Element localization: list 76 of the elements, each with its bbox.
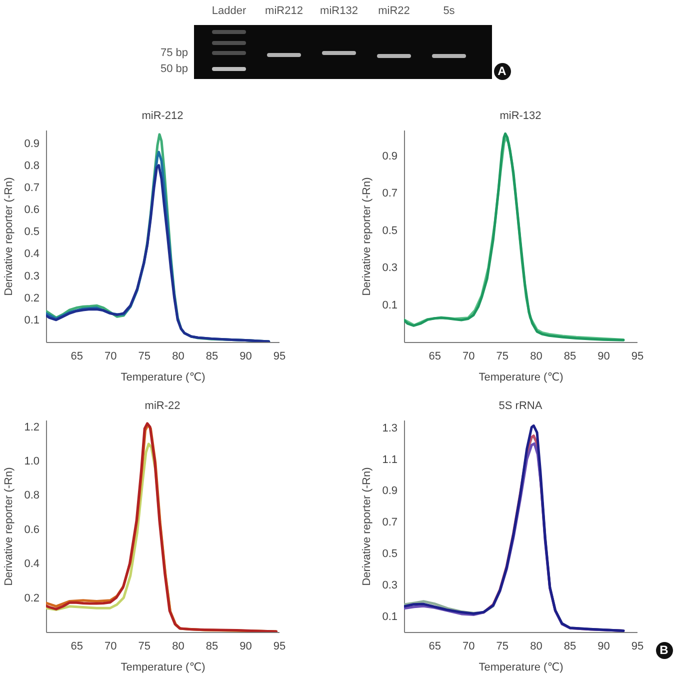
y-tick-label: 0.7 [382, 188, 398, 200]
y-tick-label: 0.7 [382, 516, 398, 529]
category-label: 75 bp [160, 46, 188, 58]
y-tick-label: 0.2 [24, 592, 40, 604]
category-label: 50 bp [160, 62, 188, 74]
y-tick-label: 1.2 [24, 421, 40, 434]
x-axis-title: Temperature (℃) [478, 372, 564, 384]
y-tick-label: 0.4 [24, 248, 40, 260]
y-tick-label: 0.9 [382, 485, 398, 498]
y-tick-label: 0.5 [382, 548, 398, 560]
x-tick-label: 90 [598, 640, 610, 652]
y-axis-title: Derivative reporter (-Rn) [361, 177, 374, 296]
x-tick-label: 85 [206, 350, 218, 362]
x-tick-label: 70 [104, 350, 117, 362]
x-tick-label: 95 [273, 350, 286, 362]
y-tick-label: 0.1 [382, 299, 398, 312]
y-tick-label: 0.9 [382, 150, 398, 163]
category-label: miR212 [265, 5, 303, 18]
x-tick-label: 90 [240, 350, 252, 362]
x-tick-label: 75 [138, 350, 151, 362]
x-tick-label: 75 [138, 640, 151, 652]
x-axis-title: Temperature (℃) [120, 662, 206, 674]
category-label: miR22 [378, 5, 410, 18]
y-axis-title: Derivative reporter (-Rn) [361, 467, 374, 586]
x-tick-label: 65 [70, 640, 84, 652]
x-tick-label: 65 [428, 640, 442, 652]
y-tick-label: 0.2 [24, 292, 40, 304]
y-tick-label: 0.1 [382, 610, 398, 623]
y-tick-label: 0.7 [24, 182, 40, 194]
y-tick-label: 0.9 [24, 138, 40, 150]
y-tick-label: 0.3 [382, 579, 398, 592]
x-tick-label: 65 [70, 350, 84, 362]
x-tick-label: 85 [564, 350, 576, 362]
x-axis-title: Temperature (℃) [120, 372, 206, 384]
x-tick-label: 80 [530, 640, 542, 652]
y-tick-label: 0.8 [24, 160, 40, 172]
x-tick-label: 95 [273, 640, 286, 652]
chart-title: 5S rRNA [498, 400, 543, 412]
y-tick-label: 0.5 [382, 224, 398, 237]
x-tick-label: 85 [206, 640, 218, 652]
text: A [494, 62, 510, 80]
chart-title: miR-22 [144, 400, 180, 412]
text: B [656, 642, 672, 658]
x-tick-label: 75 [496, 640, 509, 652]
y-tick-label: 0.6 [24, 204, 40, 216]
x-tick-label: 70 [462, 640, 475, 652]
x-tick-label: 70 [104, 640, 117, 652]
y-tick-label: 0.1 [24, 314, 40, 326]
y-tick-label: 0.5 [24, 226, 40, 238]
x-tick-label: 95 [631, 640, 644, 652]
y-tick-label: 0.8 [24, 490, 40, 502]
y-tick-label: 1.3 [382, 422, 398, 434]
y-tick-label: 0.4 [24, 558, 40, 570]
y-tick-label: 0.6 [24, 524, 40, 536]
x-tick-label: 75 [496, 350, 509, 362]
x-tick-label: 90 [598, 350, 610, 362]
category-label: 5s [443, 5, 455, 18]
chart-title: miR-132 [500, 110, 542, 122]
x-tick-label: 80 [172, 640, 184, 652]
x-tick-label: 80 [172, 350, 184, 362]
x-tick-label: 70 [462, 350, 475, 362]
y-axis-title: Derivative reporter (-Rn) [3, 467, 16, 586]
x-tick-label: 65 [428, 350, 442, 362]
y-tick-label: 1.0 [24, 456, 40, 468]
y-tick-label: 0.3 [382, 262, 398, 274]
x-axis-title: Temperature (℃) [478, 662, 564, 674]
category-label: Ladder [212, 5, 246, 18]
x-tick-label: 80 [530, 350, 542, 362]
y-axis-title: Derivative reporter (-Rn) [3, 177, 16, 296]
y-tick-label: 1.1 [382, 454, 398, 466]
chart-title: miR-212 [142, 110, 184, 122]
category-label: miR132 [320, 5, 358, 18]
x-tick-label: 85 [564, 640, 576, 652]
x-tick-label: 95 [631, 350, 644, 362]
x-tick-label: 90 [240, 640, 252, 652]
y-tick-label: 0.3 [24, 270, 40, 282]
